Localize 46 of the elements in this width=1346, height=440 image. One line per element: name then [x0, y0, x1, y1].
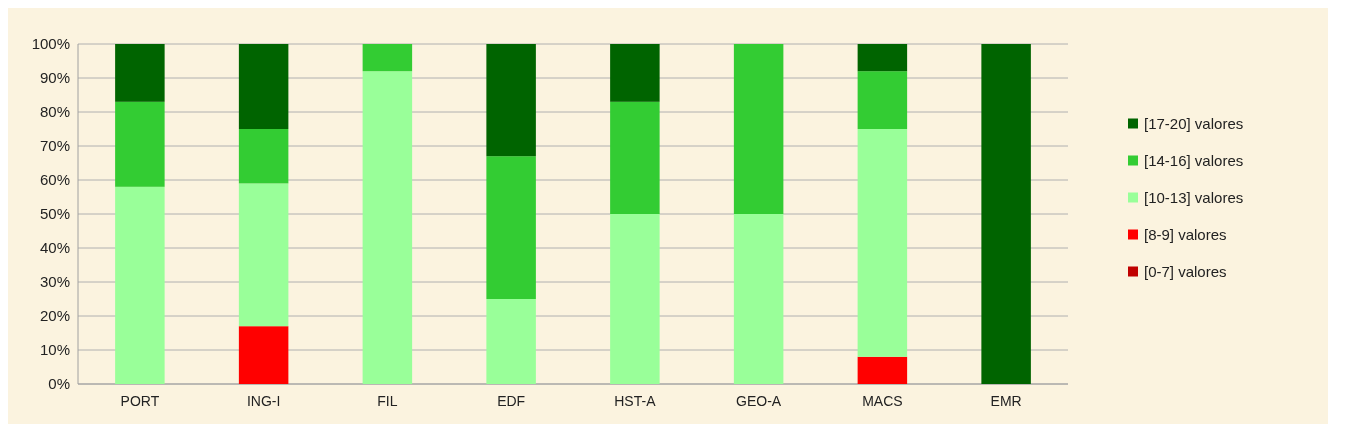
bar [981, 44, 1031, 384]
legend-label: [0-7] valores [1144, 262, 1227, 280]
y-tick-label: 10% [39, 341, 70, 359]
bar [610, 101, 660, 214]
x-tick-label: GEO-A [736, 393, 782, 409]
bar [115, 101, 165, 187]
y-tick-label: 100% [31, 35, 70, 53]
y-tick-label: 60% [39, 171, 70, 189]
bar [238, 183, 289, 327]
bar [486, 299, 536, 384]
y-tick-label: 0% [48, 375, 70, 393]
bar [610, 214, 660, 384]
bar [362, 71, 413, 384]
bar [857, 71, 908, 129]
bar [857, 129, 908, 357]
y-tick-label: 80% [39, 103, 70, 121]
bar [238, 129, 289, 184]
x-tick-label: PORT [120, 393, 160, 409]
bar [486, 156, 536, 299]
bar [610, 44, 660, 102]
bar [486, 44, 536, 157]
y-tick-label: 40% [39, 239, 70, 257]
x-tick-label: MACS [862, 393, 903, 409]
y-tick-label: 70% [39, 137, 70, 155]
bar [115, 44, 165, 102]
bar [733, 44, 784, 214]
bar [238, 326, 289, 384]
x-tick-label: HST-A [614, 393, 657, 409]
y-tick-label: 30% [39, 273, 70, 291]
y-tick-label: 90% [39, 69, 70, 87]
y-tick-label: 50% [39, 205, 70, 223]
legend-label: [17-20] valores [1144, 114, 1244, 132]
bar [857, 356, 908, 384]
bar [238, 44, 289, 129]
x-tick-label: EMR [990, 393, 1022, 409]
legend-label: [8-9] valores [1144, 225, 1227, 243]
bar [733, 214, 784, 384]
x-tick-label: ING-I [246, 393, 281, 409]
x-tick-label: FIL [377, 393, 398, 409]
legend-label: [14-16] valores [1144, 151, 1244, 169]
bar [115, 186, 165, 384]
bar [362, 44, 413, 72]
bar [857, 44, 908, 72]
legend-label: [10-13] valores [1144, 188, 1244, 206]
y-tick-label: 20% [39, 307, 70, 325]
x-tick-label: EDF [497, 393, 526, 409]
